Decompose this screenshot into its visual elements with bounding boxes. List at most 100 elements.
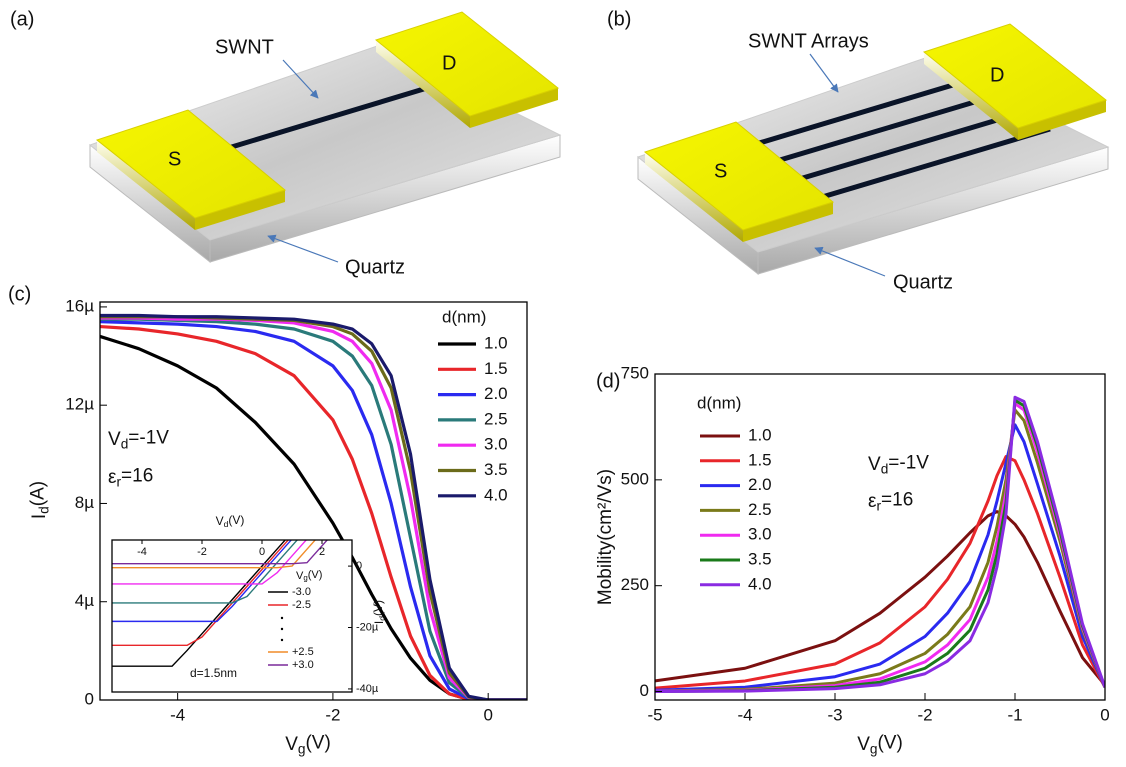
legend-label: 1.0 [484,333,508,352]
figure: (a) S D SWNT Quartz (b) [0,0,1126,767]
annotation: d=1.5nm [190,666,237,680]
arrow [268,236,338,262]
y-tick-label: 0 [640,681,649,700]
legend-ellipsis [281,617,283,619]
legend-label: 2.0 [748,475,772,494]
annotation-rest: =16 [881,489,913,510]
annotation-rest: =-1V [128,427,169,448]
y-axis-label-rest: (A) [27,481,48,506]
y-tick-label: 500 [621,469,649,488]
annotation-sub: d [881,461,889,476]
y-tick-label: 0 [85,689,94,708]
arrow [815,248,885,276]
legend-label: 3.5 [484,460,508,479]
diagram-b: (b) S D SWNT Arrays Quartz [607,8,1108,293]
x-tick-label: -5 [647,705,662,724]
source-label: S [714,160,727,182]
panel-label: (a) [10,8,34,30]
arrow [810,54,838,92]
legend-label: 4.0 [484,485,508,504]
x-axis-label: Vg(V) [285,732,331,756]
panel-label: (c) [8,283,31,305]
annotation: εr=16 [868,489,913,513]
series-line [655,512,1105,686]
legend-ellipsis [281,628,283,630]
x-tick-label: -2 [325,705,340,724]
x-axis-label-base: V [285,734,298,755]
legend-ellipsis [281,639,283,641]
substrate-label: Quartz [345,256,405,278]
x-axis-label: Vd(V) [216,513,245,529]
y-tick-label: 0 [356,560,362,572]
x-tick-label: -3 [827,705,842,724]
legend-label: 1.5 [484,359,508,378]
y-tick-label: 12µ [65,395,94,414]
y-axis-label: Mobility(cm²/Vs) [595,469,616,605]
drain-label: D [990,64,1004,86]
annotation-base: V [108,429,121,450]
x-tick-label: -2 [197,546,207,558]
x-axis-label-base: V [216,514,224,528]
y-tick-label: -40µ [356,683,379,695]
diagram-a: (a) S D SWNT Quartz [10,8,560,278]
legend-label: +3.0 [292,659,314,671]
legend-title: Vg(V) [296,569,322,583]
legend-label: +2.5 [292,646,314,658]
annotation-sub: d [121,436,129,451]
legend-label: 2.5 [748,500,772,519]
legend-label: 3.0 [484,435,508,454]
annotation: Vd=-1V [108,427,169,451]
x-tick-label: 0 [1100,705,1109,724]
y-tick-label: 8µ [75,493,94,512]
y-tick-label: 4µ [75,591,94,610]
y-tick-label: 250 [621,575,649,594]
series-line [655,457,1105,689]
x-axis-label-rest: (V) [228,513,244,527]
x-tick-label: 2 [319,546,325,558]
legend-label: 3.5 [748,549,772,568]
annotation-base: V [868,454,881,475]
annotation: εr=16 [108,465,153,489]
x-tick-label: 0 [259,546,265,558]
chart: -5 -4 -3 -2 -1 0 0 250 500 750 Vg(V) Mobility(cm²/V… [595,363,1110,756]
x-tick-label: -4 [737,705,752,724]
x-tick-label: -1 [1007,705,1022,724]
substrate-label: Quartz [893,271,953,293]
x-axis-label-rest: (V) [877,732,902,753]
legend-label: 2.0 [484,384,508,403]
device [638,24,1108,274]
legend-label: 4.0 [748,574,772,593]
plot-frame [655,374,1105,700]
y-axis-label-sub: d [36,506,51,514]
legend-title-rest: (V) [308,569,323,581]
x-tick-label: 0 [483,705,492,724]
annotation-rest: =16 [121,465,153,486]
x-tick-label: -4 [137,546,147,558]
x-axis-label-sub: g [870,741,878,756]
nanotube-label: SWNT [215,36,274,58]
x-axis-label-base: V [857,734,870,755]
y-axis-label-rest: (V) [371,600,385,616]
x-axis-label-rest: (V) [305,732,330,753]
y-tick-label: 16µ [65,296,94,315]
drain-label: D [442,52,456,74]
series-group [655,397,1105,691]
panel-label: (d) [596,370,620,392]
page: (a) S D SWNT Quartz (b) [0,0,1126,767]
legend-title: d(nm) [442,307,486,326]
nanotube-label: SWNT Arrays [748,30,869,52]
legend-label: 3.0 [748,525,772,544]
y-axis-label: Id(A) [27,481,51,519]
y-tick-label: 750 [621,363,649,382]
x-axis-label-sub: g [298,741,306,756]
x-axis-label: Vg(V) [857,732,903,756]
annotation: Vd=-1V [868,452,929,476]
panel-label: (b) [607,8,631,30]
series-line [655,397,1105,691]
legend-label: -3.0 [292,586,311,598]
x-tick-label: -2 [917,705,932,724]
source-label: S [168,148,181,170]
legend-label: 1.0 [748,425,772,444]
legend-title: d(nm) [697,393,741,412]
x-tick-label: -4 [170,705,185,724]
